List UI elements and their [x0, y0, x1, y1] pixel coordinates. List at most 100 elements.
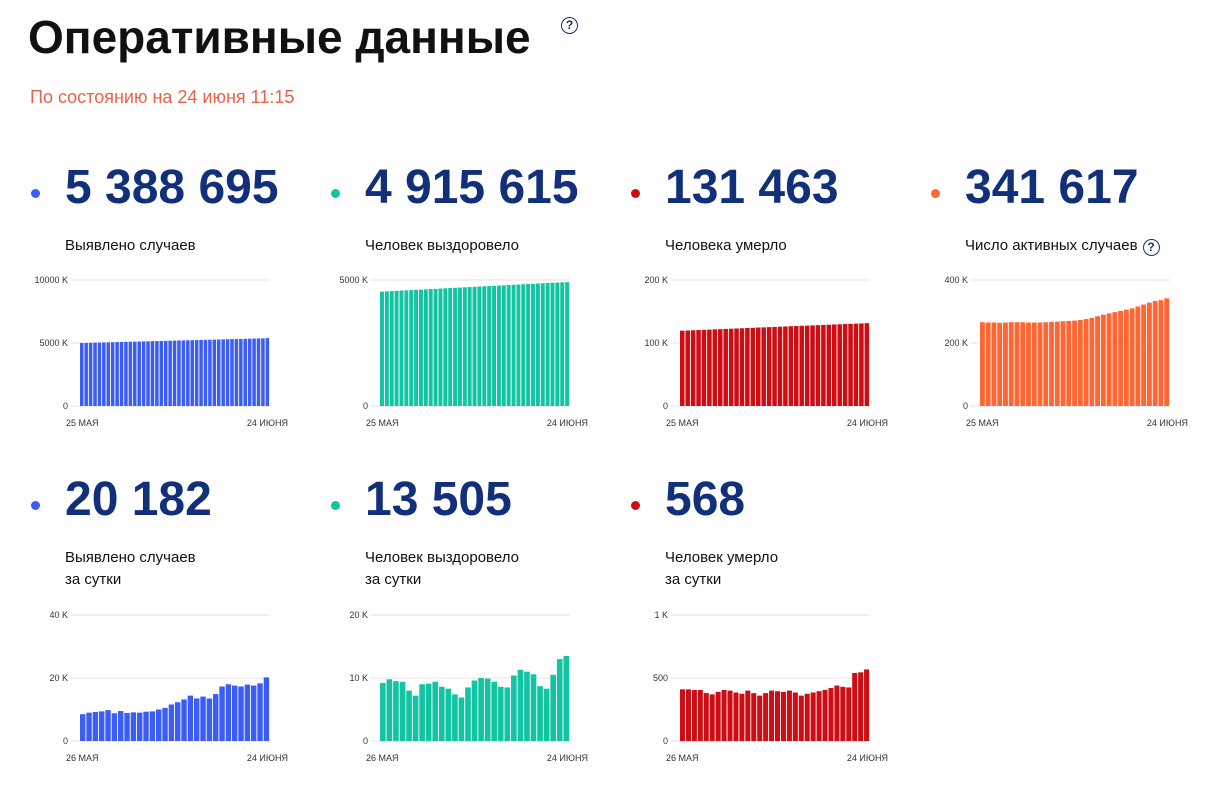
chart-bar — [247, 338, 252, 406]
chart-bar — [1072, 320, 1077, 406]
chart-bar — [1118, 310, 1124, 406]
y-tick-label: 1 K — [654, 610, 668, 620]
chart-bar — [1129, 308, 1135, 406]
x-tick-label-end: 24 ИЮНЯ — [847, 418, 888, 428]
chart-bar — [727, 690, 733, 741]
stat-value: 13 505 — [365, 473, 512, 526]
chart-bar — [506, 285, 511, 406]
chart-bar — [257, 683, 263, 741]
x-tick-label-end: 24 ИЮНЯ — [547, 418, 588, 428]
chart-bar — [985, 322, 991, 406]
chart-bar — [834, 685, 840, 741]
chart-bar — [453, 287, 458, 406]
stat-label: Человек выздоровело за сутки — [365, 547, 519, 591]
y-tick-label: 0 — [363, 401, 368, 411]
chart-bar — [124, 712, 130, 742]
stat-label-line2: за сутки — [365, 571, 422, 588]
y-tick-label: 0 — [663, 401, 668, 411]
stat-label: Человек умерло за сутки — [665, 547, 778, 591]
stat-card-daily-cases: 20 182 Выявлено случаев за сутки 0 20 K 40 K 2… — [30, 470, 320, 770]
chart-bar — [1026, 322, 1031, 406]
chart-bar — [137, 712, 143, 741]
chart-bar — [428, 289, 433, 406]
chart-bar — [822, 689, 828, 741]
chart-bar — [696, 330, 701, 406]
y-tick-label: 0 — [963, 401, 968, 411]
chart-bar — [458, 697, 465, 741]
chart-bar — [756, 327, 761, 406]
chart-bar — [1123, 309, 1129, 406]
chart-cases: 0 5000 K 10000 K 25 МАЯ 24 ИЮНЯ — [34, 275, 288, 428]
chart-daily-deaths: 0 500 1 K 26 МАЯ 24 ИЮНЯ — [653, 610, 888, 763]
stat-label: Выявлено случаев — [65, 235, 196, 257]
chart-bar — [792, 692, 798, 741]
stat-value: 20 182 — [65, 473, 212, 526]
chart-bar — [556, 659, 563, 741]
chart-bar — [718, 329, 723, 406]
chart-bar — [106, 342, 111, 406]
chart-bar — [550, 674, 556, 741]
chart-bar — [980, 322, 985, 406]
chart-bar — [721, 689, 727, 741]
y-tick-label: 5000 K — [39, 338, 68, 348]
chart-bar — [380, 291, 384, 406]
chart-bar — [709, 694, 715, 741]
chart-bar — [213, 694, 219, 741]
chart-bar — [691, 689, 697, 741]
chart-bar — [826, 324, 832, 406]
bullet-dot — [331, 189, 340, 198]
chart-bar — [1066, 320, 1072, 406]
chart-bar — [707, 329, 712, 406]
chart-bar — [146, 341, 150, 406]
chart-bar — [141, 341, 146, 406]
chart-bar — [492, 285, 497, 406]
chart-bar — [88, 342, 93, 406]
chart-bar — [751, 693, 757, 741]
chart-bar — [1049, 321, 1054, 406]
chart-bar — [143, 711, 149, 741]
chart-bar — [712, 329, 718, 406]
question-circle-icon[interactable]: ? — [561, 17, 578, 34]
chart-bar — [194, 698, 200, 741]
chart-bar — [119, 341, 124, 406]
chart-bar — [478, 678, 484, 741]
chart-bar — [769, 690, 775, 741]
chart-bar — [1003, 322, 1008, 406]
x-tick-label-start: 25 МАЯ — [66, 418, 99, 428]
chart-bar — [1158, 300, 1164, 406]
y-tick-label: 20 K — [49, 673, 68, 683]
chart-bar — [386, 679, 393, 741]
chart-daily-cases: 0 20 K 40 K 26 МАЯ 24 ИЮНЯ — [49, 610, 288, 763]
chart-bar — [555, 282, 560, 406]
chart-bar — [1152, 301, 1158, 406]
y-tick-label: 0 — [63, 736, 68, 746]
chart-bar — [128, 341, 133, 406]
chart-bar — [766, 327, 772, 406]
chart-bar — [550, 282, 555, 406]
chart-daily-recovered: 0 10 K 20 K 26 МАЯ 24 ИЮНЯ — [349, 610, 588, 763]
chart-bar — [846, 687, 852, 741]
chart-bar — [86, 712, 92, 741]
chart-bar — [775, 691, 781, 741]
chart-bar — [219, 686, 225, 741]
x-tick-label-end: 24 ИЮНЯ — [247, 753, 288, 763]
chart-bar — [487, 286, 492, 406]
chart-bar — [115, 342, 119, 406]
chart-bar — [543, 688, 550, 741]
chart-bar — [105, 710, 111, 741]
stat-value: 568 — [665, 473, 746, 526]
chart-bar — [763, 693, 769, 741]
chart-bar — [261, 338, 265, 406]
chart-bar — [412, 695, 419, 741]
chart-bar — [99, 711, 105, 741]
stat-label-line1: Человек выздоровело — [365, 237, 519, 254]
bullet-dot — [31, 501, 40, 510]
chart-bar — [465, 687, 471, 741]
chart-bar — [1164, 298, 1170, 406]
y-tick-label: 5000 K — [339, 275, 368, 285]
y-tick-label: 0 — [663, 736, 668, 746]
bullet-dot — [331, 501, 340, 510]
question-circle-icon[interactable]: ? — [1142, 239, 1160, 256]
chart-bar — [526, 284, 531, 406]
chart-bar — [1141, 304, 1147, 406]
